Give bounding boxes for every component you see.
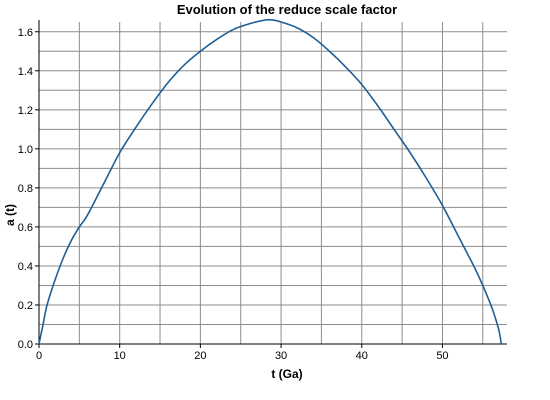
x-tick-label: 0 bbox=[36, 350, 42, 362]
chart-title: Evolution of the reduce scale factor bbox=[177, 2, 397, 17]
y-tick-label: 0.2 bbox=[18, 300, 33, 312]
x-ticks: 0 10 20 30 40 50 bbox=[36, 344, 449, 362]
series-line bbox=[38, 18, 503, 345]
x-tick-label: 50 bbox=[436, 350, 448, 362]
x-axis-label: t (Ga) bbox=[271, 367, 302, 381]
y-tick-label: 1.0 bbox=[18, 144, 33, 156]
y-tick-label: 0.6 bbox=[18, 222, 33, 234]
y-tick-label: 0.8 bbox=[18, 183, 33, 195]
y-tick-label: 0.4 bbox=[18, 261, 33, 273]
x-tick-label: 10 bbox=[114, 350, 126, 362]
x-tick-label: 40 bbox=[356, 350, 368, 362]
y-ticks: 0.0 0.2 0.4 0.6 0.8 1.0 1.2 1.4 1.6 bbox=[18, 27, 39, 351]
y-axis-label: a (t) bbox=[3, 204, 17, 226]
x-tick-label: 20 bbox=[194, 350, 206, 362]
y-tick-label: 0.0 bbox=[18, 339, 33, 351]
x-tick-label: 30 bbox=[275, 350, 287, 362]
grid bbox=[39, 22, 507, 344]
y-tick-label: 1.6 bbox=[18, 27, 33, 39]
series bbox=[38, 18, 503, 345]
y-tick-label: 1.2 bbox=[18, 105, 33, 117]
y-tick-label: 1.4 bbox=[18, 66, 33, 78]
axes bbox=[38, 20, 507, 345]
